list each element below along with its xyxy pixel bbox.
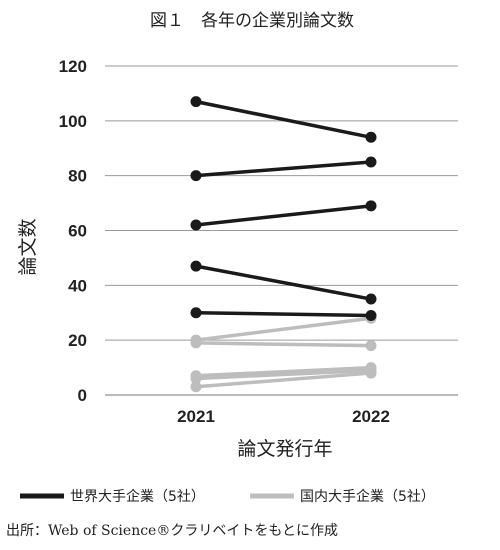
data-point <box>190 337 202 349</box>
data-point <box>190 219 202 231</box>
y-tick-label: 0 <box>78 386 87 405</box>
x-tick-label: 2022 <box>352 407 390 426</box>
data-point <box>365 340 377 352</box>
data-point <box>190 307 202 319</box>
legend-label-domestic: 国内大手企業（5社） <box>300 488 435 505</box>
legend-label-global: 世界大手企業（5社） <box>70 488 205 505</box>
y-axis-label: 論文数 <box>17 218 39 275</box>
data-point <box>365 367 377 379</box>
data-point <box>190 170 202 182</box>
series-segment <box>194 371 373 389</box>
series-group <box>190 96 377 393</box>
data-point <box>365 309 377 321</box>
series-segment <box>194 264 373 301</box>
data-point <box>365 131 377 143</box>
y-tick-label: 60 <box>68 222 87 241</box>
data-point <box>365 156 377 168</box>
y-axis-ticks: 0 20 40 60 80 100 120 <box>59 57 87 405</box>
x-axis-ticks: 2021 2022 <box>177 407 390 426</box>
series-segment <box>194 204 373 227</box>
legend: 世界大手企業（5社） 国内大手企業（5社） <box>20 488 435 505</box>
series-line <box>190 337 377 352</box>
series-segment <box>194 99 373 140</box>
series-line <box>190 367 377 393</box>
data-point <box>365 200 377 212</box>
y-tick-label: 40 <box>68 276 87 295</box>
data-point <box>190 260 202 272</box>
x-axis-label: 論文発行年 <box>237 438 332 460</box>
series-line <box>190 200 377 231</box>
data-point <box>190 381 202 393</box>
series-segment <box>194 341 373 348</box>
y-tick-label: 100 <box>59 112 87 131</box>
x-tick-label: 2021 <box>177 407 215 426</box>
data-point <box>190 373 202 385</box>
series-segment <box>194 311 373 318</box>
chart-title: 図１ 各年の企業別論文数 <box>150 11 354 31</box>
series-line <box>190 156 377 182</box>
series-segment <box>194 365 373 378</box>
series-line <box>190 96 377 143</box>
data-point <box>190 96 202 108</box>
y-tick-label: 120 <box>59 57 87 76</box>
y-tick-label: 20 <box>68 331 87 350</box>
series-line <box>190 312 377 346</box>
series-line <box>190 307 377 321</box>
series-line <box>190 260 377 305</box>
data-point <box>365 293 377 305</box>
series-segment <box>194 316 373 342</box>
source-note: 出所：Web of Science®クラリベイトをもとに作成 <box>6 523 338 539</box>
series-segment <box>194 160 373 178</box>
y-tick-label: 80 <box>68 167 87 186</box>
series-segment <box>194 368 373 381</box>
